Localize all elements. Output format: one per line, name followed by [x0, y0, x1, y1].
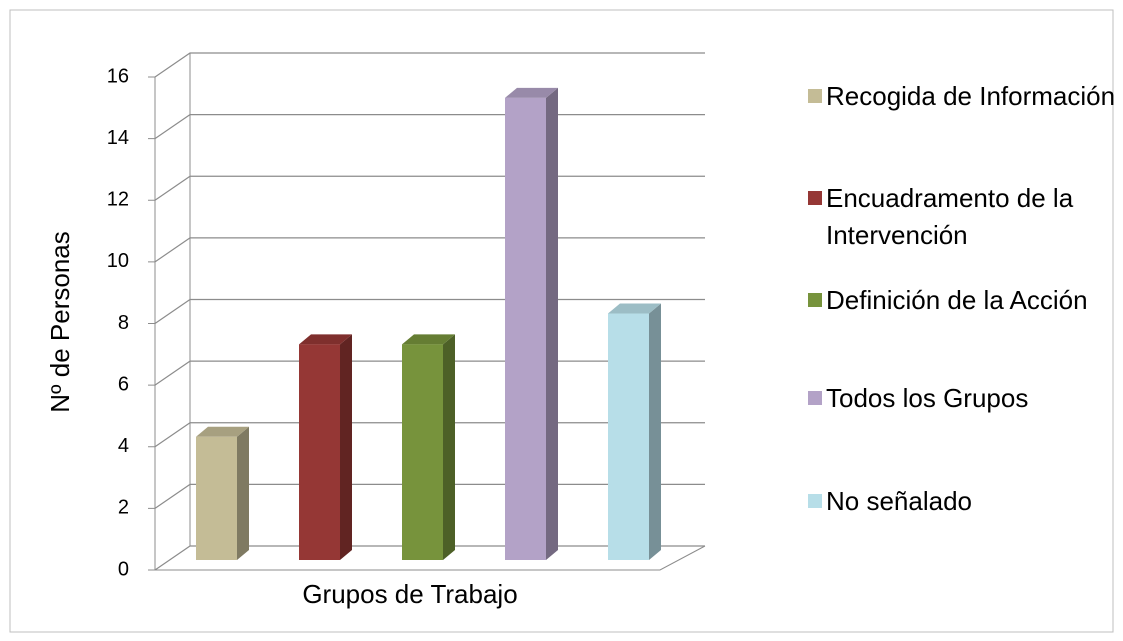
legend-swatch [808, 494, 822, 508]
bar-top [196, 426, 249, 437]
floor-edge [155, 545, 706, 571]
bar-side [546, 87, 558, 560]
legend-entry: No señalado [808, 483, 1123, 520]
legend-label: No señalado [826, 486, 972, 516]
y-tick-label: 14 [107, 127, 129, 149]
legend-swatch [808, 191, 822, 205]
bar [505, 97, 546, 560]
legend-label: Definición de la Acción [826, 285, 1088, 315]
grid-line [154, 52, 705, 78]
bar [402, 344, 443, 560]
y-tick-label: 8 [118, 312, 129, 334]
x-axis-title: Grupos de Trabajo [302, 579, 517, 609]
legend-swatch [808, 89, 822, 103]
bar-side [237, 426, 249, 560]
bar-side [649, 303, 661, 560]
bar [196, 436, 237, 560]
legend-entry: Todos los Grupos [808, 380, 1123, 417]
y-tick-label: 10 [107, 250, 129, 272]
y-tick-label: 0 [118, 558, 129, 580]
legend-label: Recogida de Información [826, 81, 1116, 111]
y-tick-label: 2 [118, 497, 129, 519]
legend-swatch [808, 293, 822, 307]
y-tick-label: 6 [118, 373, 129, 395]
bar-top [402, 334, 455, 345]
bar-top [608, 303, 661, 314]
legend-label: Encuadramento de la Intervención [826, 183, 1074, 250]
bar [299, 344, 340, 560]
legend-label: Todos los Grupos [826, 383, 1029, 413]
legend-entry: Definición de la Acción [808, 282, 1123, 319]
legend-entry: Encuadramento de la Intervención [808, 180, 1123, 254]
legend-swatch [808, 391, 822, 405]
bar [608, 313, 649, 560]
bar-side [340, 334, 352, 560]
y-tick-label: 16 [107, 65, 129, 87]
chart-border [9, 9, 1114, 633]
bar-top [299, 334, 352, 345]
bar-top [505, 87, 558, 98]
legend-entry: Recogida de Información [808, 78, 1123, 115]
bar-side [443, 334, 455, 560]
y-tick-label: 12 [107, 189, 129, 211]
y-tick-label: 4 [118, 435, 129, 457]
y-axis-title: Nº de Personas [45, 231, 75, 412]
